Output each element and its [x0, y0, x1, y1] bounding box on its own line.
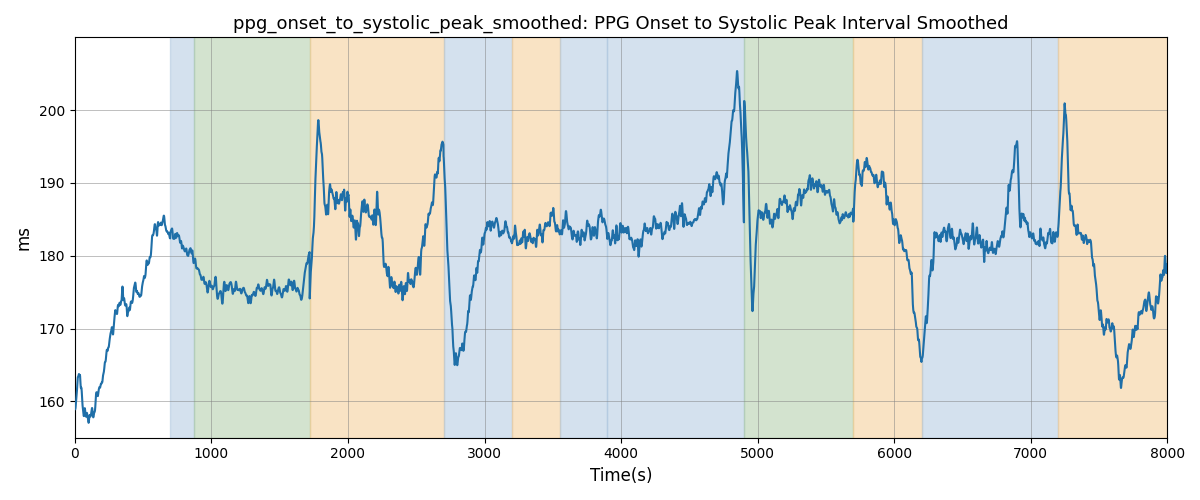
Bar [310, 38, 444, 438]
Bar [1058, 38, 1181, 438]
Y-axis label: ms: ms [14, 225, 34, 250]
Bar [444, 38, 512, 438]
Bar [744, 38, 853, 438]
Bar [559, 38, 607, 438]
X-axis label: Time(s): Time(s) [590, 467, 653, 485]
Title: ppg_onset_to_systolic_peak_smoothed: PPG Onset to Systolic Peak Interval Smoothe: ppg_onset_to_systolic_peak_smoothed: PPG… [233, 15, 1009, 34]
Bar [512, 38, 559, 438]
Bar [170, 38, 193, 438]
Bar [193, 38, 310, 438]
Bar [607, 38, 744, 438]
Bar [853, 38, 922, 438]
Bar [922, 38, 1058, 438]
